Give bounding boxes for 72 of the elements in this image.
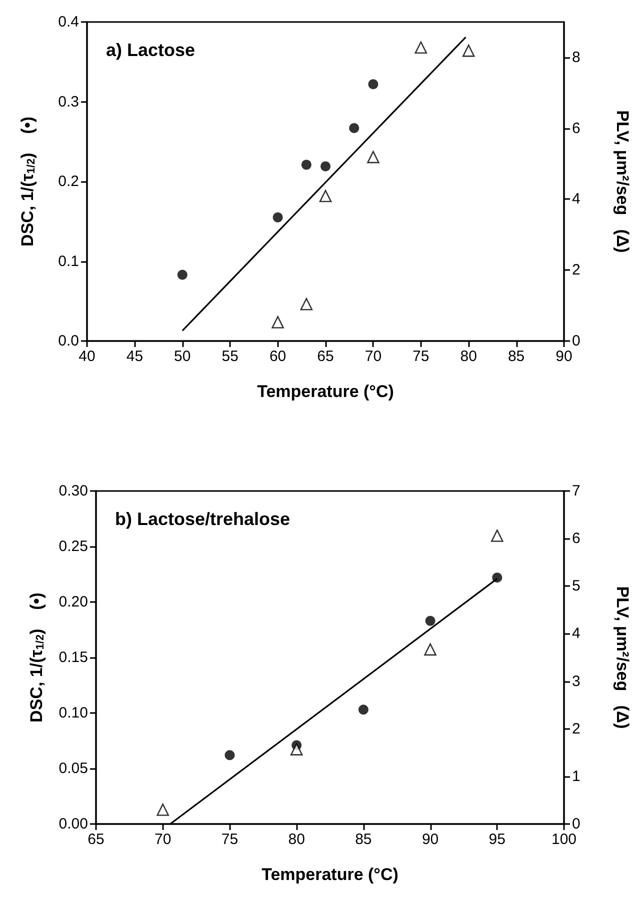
x-axis-title: Temperature (°C) (262, 865, 398, 884)
point (320, 161, 330, 172)
point (349, 123, 360, 134)
y2-tick-label: 4 (572, 625, 580, 642)
x-tick-label: 90 (422, 831, 439, 848)
x-tick-label: 80 (460, 348, 477, 365)
y-tick-label: 0.1 (58, 252, 79, 270)
x-axis-title: Temperature (°C) (257, 382, 394, 401)
point (301, 160, 312, 170)
point (367, 150, 380, 164)
y2-tick-label: 6 (572, 530, 580, 548)
y2-tick-label: 5 (572, 578, 580, 595)
y2-tick-label: 1 (572, 768, 580, 785)
y2-axis-title: PLV, μm²/seg (Δ) (613, 110, 632, 253)
y2-tick-label: 3 (572, 672, 580, 690)
point (424, 643, 436, 656)
y-tick-label: 0.10 (58, 704, 88, 722)
x-tick-label: 85 (508, 348, 525, 365)
y-axis-title: DSC, 1/(τ1/2) (•) (27, 592, 46, 722)
x-tick-label: 60 (269, 348, 286, 365)
point (156, 804, 170, 816)
x-tick-label: 100 (551, 831, 577, 848)
y-tick-label: 0.30 (58, 482, 88, 500)
x-tick-label: 95 (488, 831, 506, 848)
y2-tick-label: 2 (572, 262, 580, 279)
x-tick-label: 75 (221, 831, 238, 848)
x-tick-label: 85 (355, 831, 372, 848)
y-tick-label: 0.25 (58, 538, 88, 555)
point (290, 743, 303, 756)
y-tick-label: 0.00 (58, 816, 88, 832)
x-tick-label: 80 (288, 831, 305, 848)
y-tick-label: 0.15 (58, 649, 88, 666)
y-axis-title: DSC, 1/(τ1/2) (•) (18, 116, 38, 246)
x-tick-label: 50 (174, 348, 191, 365)
y-tick-label: 0.0 (58, 332, 79, 350)
text: b) Lactose/trehalose (115, 509, 290, 529)
y2-tick-label: 0 (572, 332, 580, 350)
x-tick-label: 65 (88, 831, 104, 848)
point (462, 44, 475, 57)
y-tick-label: 0.4 (58, 14, 79, 30)
y-tick-label: 0.2 (58, 173, 79, 190)
x-tick-label: 90 (556, 348, 572, 365)
point (490, 530, 504, 542)
y2-tick-label: 2 (572, 720, 580, 738)
y-tick-label: 0.05 (58, 760, 88, 777)
x-tick-label: 75 (412, 348, 430, 365)
point (300, 298, 313, 310)
x-tick-label: 40 (78, 348, 96, 365)
y-tick-label: 0.3 (58, 93, 79, 110)
point (492, 572, 502, 583)
x-tick-label: 45 (126, 348, 144, 365)
x-tick-label: 70 (154, 831, 172, 848)
y2-tick-label: 4 (572, 190, 580, 208)
text: a) Lactose (106, 40, 196, 60)
point (177, 270, 188, 280)
point (425, 616, 436, 626)
y2-axis-title: PLV, μm²/seg (Δ) (613, 586, 632, 729)
point (368, 79, 378, 90)
x-tick-label: 70 (364, 348, 382, 365)
point (358, 704, 368, 715)
point (319, 190, 332, 202)
y2-tick-label: 6 (572, 120, 580, 137)
y2-tick-label: 0 (572, 816, 580, 832)
x-tick-label: 65 (317, 348, 334, 365)
point (272, 212, 283, 222)
x-tick-label: 55 (222, 348, 238, 365)
point (224, 750, 235, 760)
y2-tick-label: 7 (572, 482, 580, 500)
point (272, 316, 284, 328)
point (414, 41, 428, 54)
y-tick-label: 0.20 (58, 594, 88, 610)
y2-tick-label: 8 (572, 48, 580, 66)
